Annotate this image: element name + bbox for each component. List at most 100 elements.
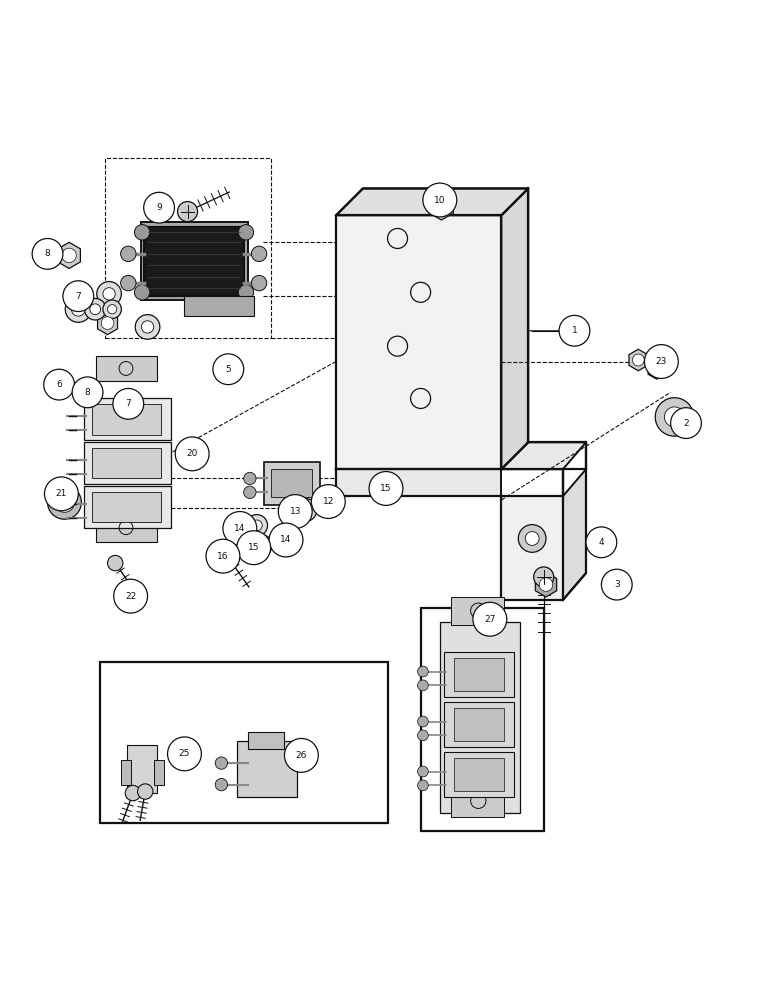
Text: 15: 15 — [248, 543, 259, 552]
Circle shape — [252, 520, 262, 531]
Circle shape — [601, 569, 632, 600]
FancyBboxPatch shape — [264, 462, 320, 505]
Circle shape — [141, 321, 154, 333]
Circle shape — [168, 737, 201, 771]
Circle shape — [219, 548, 235, 563]
Circle shape — [120, 246, 136, 262]
Polygon shape — [629, 349, 648, 371]
Circle shape — [423, 183, 457, 217]
Circle shape — [665, 407, 685, 427]
Text: 2: 2 — [683, 419, 689, 428]
Text: 13: 13 — [290, 507, 301, 516]
Circle shape — [284, 738, 318, 772]
Text: 20: 20 — [187, 449, 198, 458]
Text: 27: 27 — [484, 615, 496, 624]
Circle shape — [103, 300, 121, 318]
Circle shape — [418, 730, 428, 741]
Polygon shape — [501, 188, 528, 469]
Text: 3: 3 — [614, 580, 620, 589]
Circle shape — [418, 680, 428, 691]
Polygon shape — [501, 496, 563, 600]
Circle shape — [223, 512, 257, 545]
Circle shape — [369, 472, 403, 505]
Polygon shape — [563, 469, 586, 600]
Text: 4: 4 — [598, 538, 604, 547]
Circle shape — [125, 785, 141, 801]
Circle shape — [144, 192, 174, 223]
Circle shape — [652, 364, 662, 375]
Text: 15: 15 — [381, 484, 391, 493]
Polygon shape — [648, 359, 665, 379]
Text: 8: 8 — [85, 388, 90, 397]
Circle shape — [246, 515, 268, 536]
FancyBboxPatch shape — [144, 227, 244, 296]
Text: 6: 6 — [56, 380, 62, 389]
FancyBboxPatch shape — [184, 296, 254, 316]
Circle shape — [300, 505, 310, 515]
Bar — [421, 608, 543, 831]
FancyBboxPatch shape — [237, 741, 296, 797]
Circle shape — [285, 532, 294, 541]
FancyBboxPatch shape — [92, 492, 161, 522]
Circle shape — [32, 238, 63, 269]
Text: 7: 7 — [76, 292, 81, 301]
Circle shape — [239, 285, 254, 300]
Circle shape — [586, 527, 617, 558]
Circle shape — [293, 498, 317, 522]
Circle shape — [71, 302, 85, 316]
Polygon shape — [535, 572, 557, 597]
Text: 16: 16 — [217, 552, 229, 561]
Polygon shape — [429, 192, 453, 220]
Polygon shape — [97, 312, 117, 335]
FancyBboxPatch shape — [121, 760, 130, 785]
Circle shape — [66, 296, 91, 322]
Polygon shape — [141, 222, 248, 300]
Circle shape — [107, 305, 117, 314]
FancyBboxPatch shape — [440, 622, 520, 813]
Polygon shape — [336, 188, 528, 215]
FancyBboxPatch shape — [452, 789, 504, 817]
Circle shape — [251, 535, 273, 556]
Circle shape — [213, 354, 244, 385]
Circle shape — [418, 780, 428, 791]
FancyBboxPatch shape — [454, 708, 504, 741]
Text: 23: 23 — [655, 357, 667, 366]
Polygon shape — [336, 215, 501, 469]
Bar — [100, 662, 388, 823]
Circle shape — [252, 275, 267, 291]
Polygon shape — [58, 242, 80, 268]
Circle shape — [316, 488, 340, 512]
FancyBboxPatch shape — [272, 469, 312, 497]
Text: 21: 21 — [56, 489, 67, 498]
FancyBboxPatch shape — [83, 442, 171, 484]
Polygon shape — [336, 469, 501, 496]
FancyBboxPatch shape — [96, 518, 157, 542]
FancyBboxPatch shape — [444, 752, 514, 797]
Circle shape — [311, 485, 345, 518]
Circle shape — [134, 225, 150, 240]
FancyBboxPatch shape — [92, 404, 161, 435]
Circle shape — [135, 315, 160, 339]
Circle shape — [655, 398, 694, 436]
Circle shape — [96, 282, 121, 306]
FancyBboxPatch shape — [454, 758, 504, 791]
Circle shape — [103, 288, 115, 300]
Circle shape — [269, 523, 303, 557]
Circle shape — [72, 377, 103, 408]
Circle shape — [533, 567, 554, 587]
Circle shape — [371, 473, 398, 501]
Text: 14: 14 — [280, 535, 292, 544]
Circle shape — [434, 199, 449, 214]
Circle shape — [101, 317, 114, 329]
Text: 9: 9 — [156, 203, 162, 212]
FancyBboxPatch shape — [127, 745, 157, 793]
Circle shape — [632, 354, 644, 366]
Circle shape — [244, 486, 256, 498]
Circle shape — [178, 202, 198, 222]
Circle shape — [137, 784, 153, 799]
Circle shape — [215, 778, 228, 791]
FancyBboxPatch shape — [248, 732, 284, 749]
FancyBboxPatch shape — [83, 486, 171, 528]
Circle shape — [107, 555, 123, 571]
Circle shape — [45, 477, 78, 511]
